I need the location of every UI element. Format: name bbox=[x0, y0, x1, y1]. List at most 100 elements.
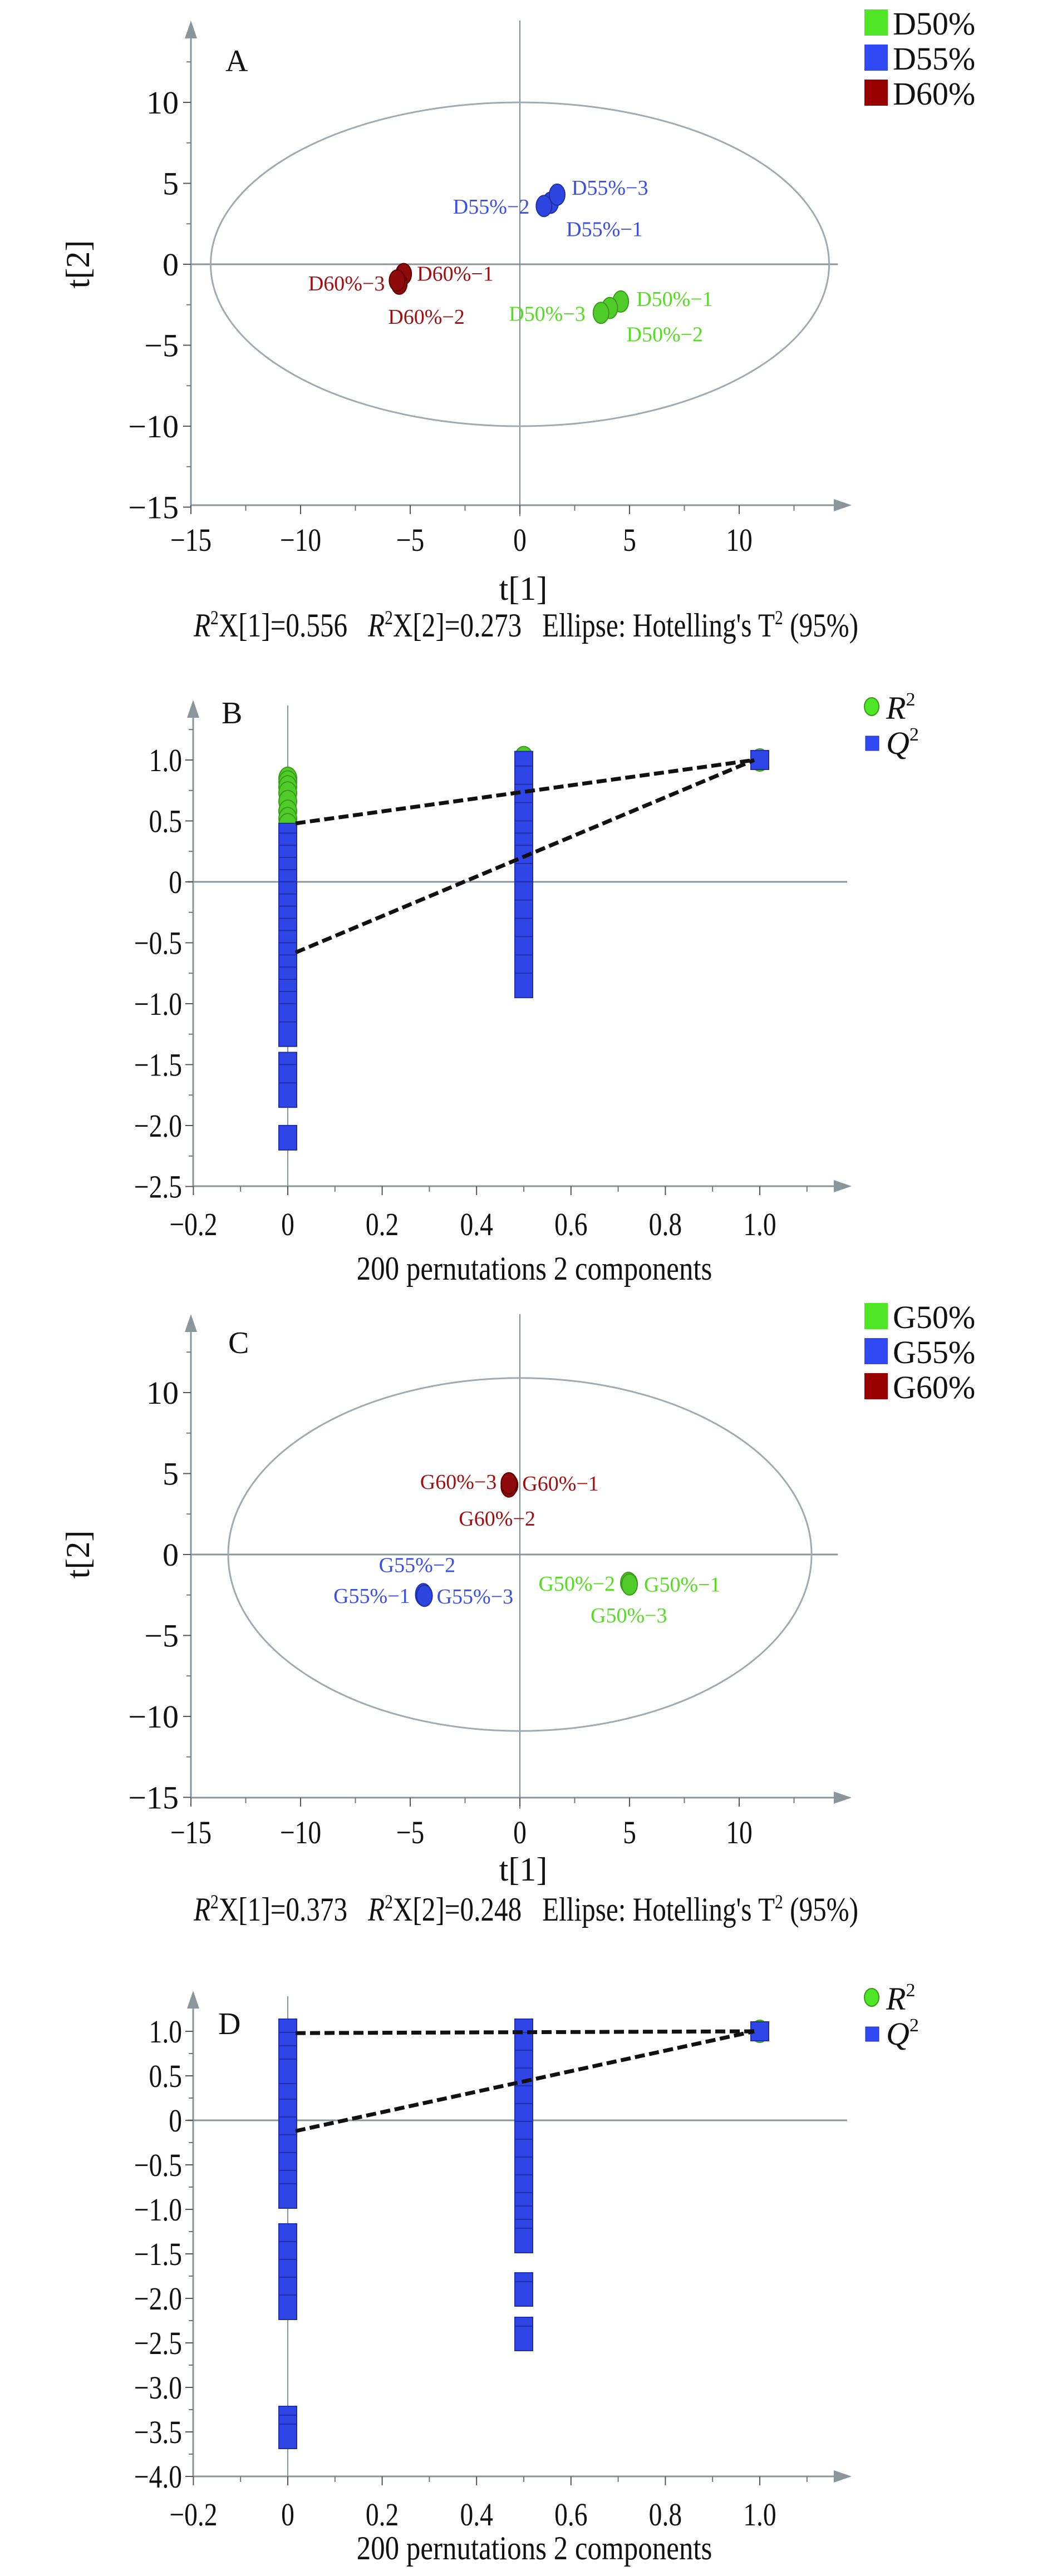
panel-c-y-tick-label: −15 bbox=[128, 1780, 179, 1816]
panel-d-x-tick-label: 0.8 bbox=[649, 2498, 682, 2533]
panel-a-y-axis-title: t[2] bbox=[60, 240, 96, 289]
panel-a-legend-label-3: D60% bbox=[893, 76, 975, 112]
panel-a-panel-letter: A bbox=[225, 44, 248, 78]
panel-a-y-tick-label: −5 bbox=[144, 328, 179, 364]
panel-d-legend-q2-icon bbox=[865, 2026, 879, 2042]
panel-b-x-tick-label: 0.2 bbox=[366, 1207, 399, 1242]
panel-c-point bbox=[621, 1573, 638, 1596]
panel-a-legend-label-1: D50% bbox=[893, 6, 975, 42]
panel-b-x-axis-arrow-icon bbox=[834, 1180, 852, 1192]
panel-d-q2-point bbox=[278, 2059, 297, 2084]
caption-c: R2X[1]=0.373 R2X[2]=0.248 Ellipse: Hotel… bbox=[95, 1891, 957, 1929]
panel-a-x-axis-title: t[1] bbox=[499, 570, 548, 607]
panel-d-x-tick-label: 1.0 bbox=[743, 2498, 776, 2533]
panel-b-x-tick-label: 1.0 bbox=[743, 1207, 776, 1242]
panel-b-q2-point bbox=[514, 973, 533, 999]
panel-b-y-tick-label: 0.5 bbox=[149, 804, 182, 839]
panel-a-point-label: D60%−3 bbox=[308, 272, 385, 295]
panel-d-y-tick-label: −3.5 bbox=[134, 2415, 182, 2450]
panel-d-panel-letter: D bbox=[218, 2007, 240, 2041]
panel-b-legend-sup: 2 bbox=[906, 689, 915, 710]
panel-d-q2-point bbox=[514, 2281, 533, 2307]
panel-a-x-tick-label: −10 bbox=[280, 523, 321, 558]
panel-d-y-tick-label: −0.5 bbox=[134, 2148, 182, 2183]
panel-b-legend-sup: 2 bbox=[910, 724, 919, 745]
panel-c-point-label: G60%−2 bbox=[459, 1507, 535, 1531]
panel-c-y-tick-label: −5 bbox=[144, 1618, 179, 1654]
panel-c-y-axis-arrow-icon bbox=[185, 1314, 197, 1332]
panel-d-y-tick-label: 0 bbox=[169, 2104, 182, 2139]
panel-d-y-tick-label: −1.5 bbox=[134, 2237, 182, 2272]
panel-b-x-tick-label: 0.8 bbox=[649, 1207, 682, 1242]
panel-d-y-axis-arrow-icon bbox=[187, 1991, 199, 2009]
panel-b-x-tick-label: −0.2 bbox=[169, 1207, 217, 1242]
panel-d-legend-sup: 2 bbox=[910, 2015, 919, 2036]
panel-b-x-axis-title: 200 pernutations 2 components bbox=[357, 1250, 712, 1287]
panel-c-y-tick-label: 5 bbox=[163, 1456, 179, 1492]
caption-a-sup-2: 2 bbox=[385, 606, 393, 629]
caption-a-sup-3: 2 bbox=[775, 606, 783, 629]
panel-a-point-label: D55%−2 bbox=[453, 195, 530, 219]
panel-c-point-label: G60%−3 bbox=[420, 1470, 497, 1494]
panel-d-y-tick-label: 1.0 bbox=[149, 2015, 182, 2050]
panel-a-point-label: D50%−3 bbox=[509, 302, 586, 325]
panel-c-x-axis-arrow-icon bbox=[834, 1792, 852, 1804]
panel-b-y-tick-label: −1.0 bbox=[134, 987, 182, 1022]
panel-d-x-tick-label: −0.2 bbox=[169, 2498, 217, 2533]
panel-a-legend-label-2: D55% bbox=[893, 41, 975, 77]
panel-c-y-tick-label: 0 bbox=[163, 1537, 179, 1573]
panel-b-x-tick-label: 0 bbox=[281, 1207, 294, 1242]
panel-c-x-tick-label: 0 bbox=[513, 1815, 527, 1850]
panel-b-y-tick-label: −0.5 bbox=[134, 926, 182, 961]
panel-d-y-tick-label: −1.0 bbox=[134, 2193, 182, 2228]
panel-c-hotelling-ellipse bbox=[227, 1377, 813, 1732]
panel-c-y-tick-label: −10 bbox=[128, 1699, 179, 1735]
panel-a-y-tick-label: 10 bbox=[146, 85, 179, 121]
panel-c-legend-swatch-3 bbox=[864, 1373, 888, 1399]
panel-b-y-tick-label: −2.0 bbox=[134, 1109, 182, 1144]
caption-a-r-2: R bbox=[368, 607, 385, 644]
caption-c-r-2: R bbox=[368, 1891, 385, 1928]
caption-c-sup-3: 2 bbox=[775, 1891, 783, 1913]
panel-a-point-label: D60%−2 bbox=[388, 305, 465, 329]
panel-c-point-label: G55%−1 bbox=[333, 1585, 410, 1608]
caption-c-r2x2: X[2]=0.248 bbox=[392, 1891, 522, 1928]
panel-b-x-tick-label: 0.4 bbox=[460, 1207, 493, 1242]
caption-c-r-1: R bbox=[193, 1891, 210, 1928]
panel-c-point-label: G50%−3 bbox=[591, 1604, 667, 1627]
panel-b-panel-letter: B bbox=[222, 696, 242, 731]
panel-c-x-tick-label: 5 bbox=[623, 1815, 636, 1850]
panel-a-y-tick-label: 0 bbox=[163, 246, 179, 283]
panel-a-legend-swatch-2 bbox=[864, 45, 888, 71]
panel-b-regression-line-r2 bbox=[295, 758, 755, 826]
panel-a-y-tick-label: −15 bbox=[128, 490, 179, 526]
panel-c-point bbox=[500, 1472, 518, 1494]
panel-d-y-tick-label: 0.5 bbox=[149, 2059, 182, 2094]
panel-b-legend-r2-icon bbox=[864, 697, 879, 716]
panel-b-legend-q2-icon bbox=[865, 736, 879, 751]
panel-b-y-tick-label: 0 bbox=[169, 865, 182, 900]
panel-b-q2-point bbox=[278, 1021, 297, 1047]
panel-b-legend-label-q2: Q2 bbox=[886, 724, 919, 761]
panel-a-x-tick-label: 0 bbox=[513, 523, 527, 558]
panel-c-panel-letter: C bbox=[228, 1326, 249, 1360]
panel-b-y-tick-label: −2.5 bbox=[134, 1169, 182, 1205]
panel-d-q2-point bbox=[278, 2294, 297, 2320]
panel-a-hotelling-ellipse bbox=[209, 101, 830, 427]
caption-c-ellipse-tail: (95%) bbox=[790, 1891, 859, 1928]
panel-d-q2-point bbox=[278, 2424, 297, 2449]
caption-a: R2X[1]=0.556 R2X[2]=0.273 Ellipse: Hotel… bbox=[95, 606, 957, 645]
panel-a-point bbox=[548, 183, 566, 206]
panel-a-point-label: D50%−1 bbox=[636, 288, 713, 311]
panel-d-x-axis-arrow-icon bbox=[834, 2470, 852, 2483]
panel-d-x-tick-label: 0 bbox=[281, 2498, 294, 2533]
panel-c-legend-swatch-1 bbox=[864, 1303, 888, 1329]
panel-d-y-tick-label: −4.0 bbox=[134, 2460, 182, 2495]
caption-a-ellipse: Ellipse: Hotelling's T bbox=[542, 607, 775, 644]
permutation-plot-b: −0.2 0 0.2 0.4 0.6 0.8 1.0 −2.5 −2.0 −1.5 −1.0 −0.5… bbox=[134, 689, 919, 1287]
panel-d-legend-label-r2: R2 bbox=[886, 1980, 915, 2017]
panel-d-x-tick-label: 0.2 bbox=[366, 2498, 399, 2533]
panel-a-legend-swatch-1 bbox=[864, 9, 888, 36]
panel-a-point bbox=[592, 302, 609, 324]
panel-c-point bbox=[416, 1585, 433, 1607]
